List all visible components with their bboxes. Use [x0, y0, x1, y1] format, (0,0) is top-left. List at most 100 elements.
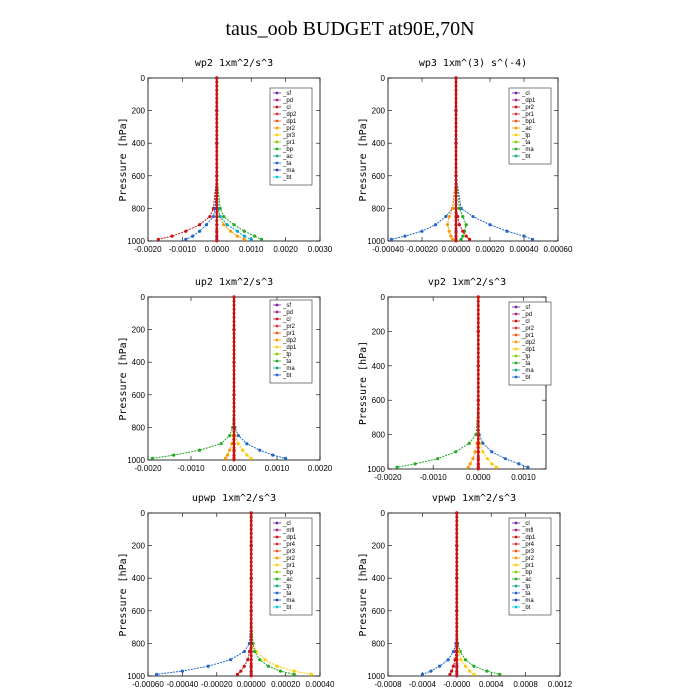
- zero-profile-point: [215, 137, 219, 141]
- legend-marker: [514, 598, 518, 602]
- zero-profile-point: [215, 80, 219, 84]
- zero-profile-point: [232, 299, 236, 303]
- data-point: [434, 223, 438, 227]
- zero-profile-point: [476, 368, 480, 372]
- y-tick-label: 0: [141, 509, 146, 518]
- zero-profile-point: [476, 347, 480, 351]
- series-line-pr1: [477, 297, 497, 468]
- zero-profile-point: [455, 556, 459, 560]
- zero-profile-point: [476, 308, 480, 312]
- zero-profile-point: [455, 515, 459, 519]
- x-tick-label: 0.0010: [511, 473, 536, 482]
- zero-profile-point: [454, 166, 458, 170]
- data-point: [242, 234, 246, 238]
- zero-profile-point: [476, 381, 480, 385]
- zero-profile-point: [249, 674, 253, 678]
- zero-profile-point: [455, 641, 459, 645]
- legend-label: _pr2: [521, 326, 535, 332]
- legend-marker: [275, 98, 279, 102]
- zero-profile-point: [232, 344, 236, 348]
- chart-title: vpwp 1xm^2/s^3: [432, 493, 516, 504]
- zero-profile-point: [455, 580, 459, 584]
- legend-marker: [514, 528, 518, 532]
- series-line-pr2: [456, 513, 475, 675]
- zero-profile-point: [454, 186, 458, 190]
- legend-label: _dp1: [521, 347, 536, 353]
- y-axis-label: Pressure [hPa]: [118, 117, 129, 201]
- zero-profile-point: [215, 92, 219, 96]
- data-point: [474, 433, 478, 437]
- data-point: [242, 237, 246, 241]
- zero-profile-point: [476, 428, 480, 432]
- data-point: [436, 457, 440, 461]
- legend-marker: [275, 345, 279, 349]
- data-point: [451, 237, 455, 241]
- zero-profile-point: [476, 467, 480, 471]
- page-title: taus_oob BUDGET at90E,70N: [225, 18, 475, 40]
- zero-profile-point: [232, 421, 236, 425]
- zero-profile-point: [249, 535, 253, 539]
- chart-2: up2 1xm^2/s^3 Pressure [hPa] 0 200 400 600 800…: [118, 277, 333, 473]
- zero-profile-point: [455, 544, 459, 548]
- y-tick-label: 600: [132, 391, 146, 400]
- zero-profile-point: [232, 393, 236, 397]
- plot-frame: [387, 77, 559, 242]
- data-point: [457, 223, 461, 227]
- data-point: [259, 237, 264, 241]
- data-point: [292, 672, 296, 676]
- data-point: [463, 658, 467, 662]
- zero-profile-point: [455, 670, 459, 674]
- data-point: [206, 664, 210, 668]
- data-point: [445, 223, 450, 227]
- y-axis-label: Pressure [hPa]: [118, 336, 129, 420]
- zero-profile-point: [476, 329, 480, 333]
- data-point: [459, 237, 463, 241]
- legend-label: _dp2: [282, 338, 297, 344]
- x-tick-label: 0.0010: [239, 245, 264, 254]
- zero-profile-point: [215, 153, 219, 157]
- legend-marker: [275, 147, 279, 151]
- zero-profile-point: [454, 206, 458, 210]
- zero-profile-point: [454, 129, 458, 133]
- data-point: [219, 442, 223, 446]
- data-point: [461, 234, 465, 238]
- legend-marker: [275, 161, 279, 165]
- zero-profile-point: [455, 629, 459, 633]
- zero-profile-point: [476, 424, 480, 428]
- zero-profile-point: [249, 544, 253, 548]
- zero-profile-point: [249, 576, 253, 580]
- data-point: [488, 223, 492, 227]
- y-tick-label: 800: [372, 431, 386, 440]
- zero-profile-point: [232, 319, 236, 323]
- zero-profile-point: [476, 334, 480, 338]
- zero-profile-point: [454, 125, 458, 129]
- data-point: [467, 441, 471, 445]
- legend-marker: [275, 119, 279, 123]
- y-tick-label: 400: [132, 139, 146, 148]
- x-tick-label: -0.00020: [406, 245, 438, 254]
- zero-profile-point: [232, 438, 236, 442]
- legend-label: _cl: [282, 105, 291, 111]
- legend-marker: [275, 112, 279, 116]
- data-point: [472, 672, 476, 676]
- zero-profile-point: [215, 88, 219, 92]
- zero-profile-point: [454, 239, 458, 243]
- zero-profile-point: [232, 348, 236, 352]
- zero-profile-point: [232, 458, 236, 462]
- zero-profile-point: [476, 441, 480, 445]
- x-tick-label: -0.0004: [409, 680, 437, 689]
- zero-profile-point: [215, 182, 219, 186]
- data-point: [235, 672, 240, 676]
- legend-marker: [275, 331, 279, 335]
- y-tick-label: 800: [132, 423, 146, 432]
- zero-profile-point: [476, 351, 480, 355]
- zero-profile-point: [476, 338, 480, 342]
- data-point: [446, 658, 450, 662]
- x-tick-label: 0.00000: [442, 245, 471, 254]
- zero-profile-point: [249, 523, 253, 527]
- data-point: [395, 465, 399, 469]
- data-point: [228, 658, 233, 662]
- zero-profile-point: [232, 340, 236, 344]
- zero-profile-point: [454, 153, 458, 157]
- legend-label: _ta: [521, 140, 531, 146]
